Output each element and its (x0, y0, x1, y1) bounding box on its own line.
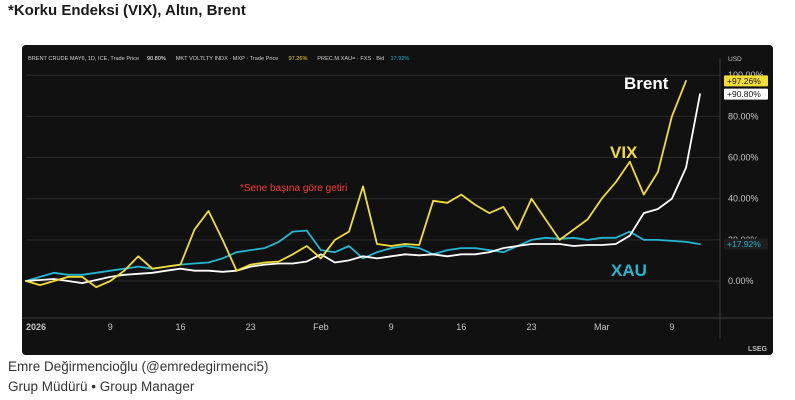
x-tick-label: 9 (108, 322, 113, 332)
x-tick-label: 9 (389, 322, 394, 332)
x-tick-label: 9 (669, 322, 674, 332)
y-tick-label: 80.00% (728, 111, 759, 121)
header-item-value: 17.92% (390, 56, 409, 62)
last-value-label: +97.26% (727, 76, 761, 86)
author-name: Emre Değirmencioğlu (@emredegirmenci5) (8, 359, 269, 374)
x-tick-label: Feb (313, 322, 329, 332)
line-chart: BRENT CRUDE MAY6, 1D, ICE, Trade Price 90… (22, 45, 773, 355)
last-value-badge (724, 75, 768, 87)
author-role: Grup Müdürü • Group Manager (8, 379, 195, 394)
series-line-vix (25, 80, 687, 289)
x-tick-label: 23 (526, 322, 536, 332)
last-value-label: +17.92% (727, 239, 761, 249)
header-item-value: 90.80% (147, 56, 166, 62)
x-tick-label: 23 (246, 322, 256, 332)
header-item-value: 97.26% (289, 56, 308, 62)
series-line-xau (25, 229, 701, 282)
series-name-label: XAU (611, 261, 647, 280)
x-tick-label: 2026 (26, 322, 46, 332)
page-title: *Korku Endeksi (VIX), Altın, Brent (8, 2, 246, 19)
chart-header: BRENT CRUDE MAY6, 1D, ICE, Trade Price 90… (28, 56, 409, 62)
annotation: *Sene başına göre getiri (240, 183, 347, 194)
header-item-label: MKT VOLTLTY INDX · MXP · Trade Price (176, 56, 279, 62)
chart-background (22, 45, 773, 355)
last-value-badge (724, 88, 768, 100)
chart-labels: *Sene başına göre getiri Brent VIX XAU LSEG (240, 74, 768, 353)
series-line-brent (25, 93, 701, 285)
y-axis-unit: USD (728, 56, 742, 63)
y-tick-label: 0.00% (728, 276, 754, 286)
grid (26, 74, 720, 282)
x-tick-label: 16 (175, 322, 185, 332)
y-tick-label: 100.00% (728, 70, 764, 80)
y-tick-label: 60.00% (728, 153, 759, 163)
axes: 0.00%20.00%40.00%60.00%80.00%100.00%USD2… (22, 56, 773, 339)
last-value-badge (724, 238, 768, 250)
series-name-label: VIX (610, 143, 638, 162)
x-tick-label: Mar (594, 322, 610, 332)
last-value-label: +90.80% (727, 89, 761, 99)
y-tick-label: 40.00% (728, 194, 759, 204)
watermark: LSEG (748, 346, 768, 353)
series-name-label: Brent (624, 74, 669, 93)
series-lines (25, 80, 701, 289)
chart-panel: BRENT CRUDE MAY6, 1D, ICE, Trade Price 90… (22, 45, 773, 355)
x-tick-label: 16 (456, 322, 466, 332)
header-item-label: PREC.M.XAU= · FXS · Bid (317, 56, 384, 62)
header-item-label: BRENT CRUDE MAY6, 1D, ICE, Trade Price (28, 56, 139, 62)
